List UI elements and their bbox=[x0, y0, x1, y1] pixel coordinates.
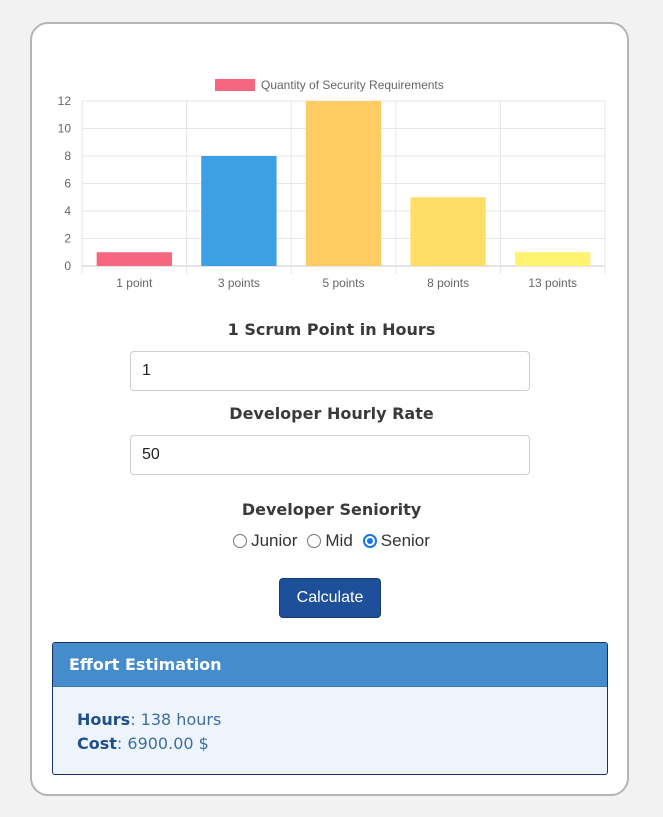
y-tick-label: 6 bbox=[64, 177, 71, 191]
radio-mid[interactable] bbox=[307, 534, 322, 548]
x-tick-label: 5 points bbox=[322, 276, 364, 290]
effort-estimation-title: Effort Estimation bbox=[53, 643, 607, 687]
calculate-button[interactable]: Calculate bbox=[279, 578, 381, 618]
x-tick-label: 13 points bbox=[528, 276, 577, 290]
hourly-rate-input[interactable] bbox=[130, 435, 530, 475]
bar-1-point bbox=[96, 252, 172, 266]
y-tick-label: 2 bbox=[64, 232, 71, 246]
y-tick-label: 10 bbox=[58, 122, 72, 136]
seniority-radio-group: Junior Mid Senior bbox=[32, 531, 631, 551]
y-tick-label: 4 bbox=[64, 204, 71, 218]
radio-mid-label: Mid bbox=[325, 531, 353, 550]
radio-senior[interactable] bbox=[362, 534, 377, 548]
seniority-option-junior[interactable]: Junior bbox=[233, 531, 297, 551]
bar-chart-svg: Quantity of Security Requirements 0 2 4 6 8 10… bbox=[58, 78, 606, 290]
y-tick-label: 8 bbox=[64, 149, 71, 163]
y-tick-label: 12 bbox=[58, 94, 72, 108]
estimator-card: Quantity of Security Requirements 0 2 4 6 8 10… bbox=[30, 22, 629, 796]
bar-3-points bbox=[201, 156, 277, 266]
hourly-rate-label: Developer Hourly Rate bbox=[229, 404, 434, 423]
legend-label: Quantity of Security Requirements bbox=[261, 78, 444, 92]
scrum-hours-input[interactable] bbox=[130, 351, 530, 391]
x-tick-label: 1 point bbox=[116, 276, 153, 290]
hours-line: Hours: 138 hours bbox=[77, 710, 222, 729]
y-tick-label: 0 bbox=[64, 259, 71, 273]
effort-estimation-body: Hours: 138 hours Cost: 6900.00 $ bbox=[53, 687, 607, 774]
radio-junior[interactable] bbox=[233, 534, 248, 548]
cost-value: 6900.00 $ bbox=[127, 734, 209, 753]
cost-line: Cost: 6900.00 $ bbox=[77, 734, 209, 753]
seniority-label: Developer Seniority bbox=[241, 500, 422, 519]
radio-senior-label: Senior bbox=[380, 531, 430, 550]
bar-5-points bbox=[305, 101, 382, 266]
seniority-option-senior[interactable]: Senior bbox=[362, 531, 430, 551]
legend-swatch bbox=[215, 79, 255, 91]
seniority-option-mid[interactable]: Mid bbox=[307, 531, 353, 551]
x-tick-label: 3 points bbox=[218, 276, 260, 290]
hours-value: 138 hours bbox=[140, 710, 222, 729]
bar-8-points bbox=[410, 197, 486, 266]
effort-estimation-panel: Effort Estimation Hours: 138 hours Cost:… bbox=[52, 642, 608, 775]
scrum-hours-label: 1 Scrum Point in Hours bbox=[227, 320, 436, 339]
radio-junior-label: Junior bbox=[251, 531, 298, 550]
security-requirements-chart: Quantity of Security Requirements 0 2 4 6 8 10… bbox=[32, 24, 631, 314]
x-tick-label: 8 points bbox=[427, 276, 469, 290]
hours-label: Hours bbox=[77, 710, 131, 729]
cost-label: Cost bbox=[77, 734, 117, 753]
bar-13-points bbox=[515, 252, 591, 266]
